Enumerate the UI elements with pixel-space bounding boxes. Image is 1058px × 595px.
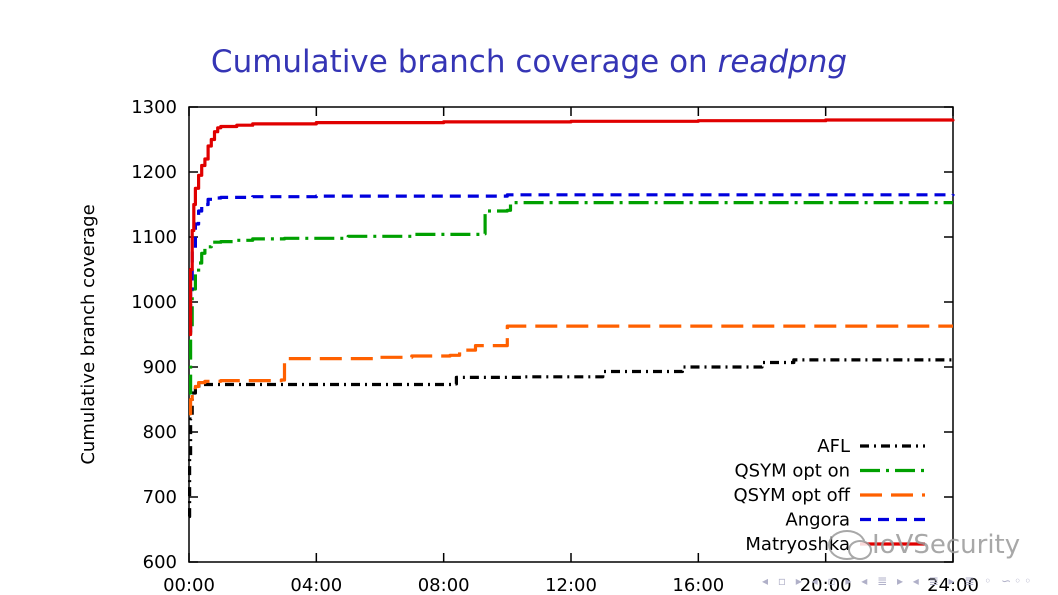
legend-label: Angora (785, 510, 850, 531)
slide-title: Cumulative branch coverage on readpng (0, 44, 1058, 80)
y-tick-label: 1200 (131, 162, 177, 183)
y-axis-label: Cumulative branch coverage (78, 204, 99, 464)
legend: AFL QSYM opt on QSYM opt off Angora Matryosh… (734, 436, 925, 555)
series-line-qsym-opt-off (189, 324, 953, 416)
y-tick-label: 1300 (131, 97, 177, 118)
watermark: IoVSecurity (828, 530, 1020, 560)
y-tick-label: 1100 (131, 227, 177, 248)
legend-label: AFL (817, 436, 850, 457)
series-line-qsym-opt-on (189, 201, 953, 395)
title-italic: readpng (717, 44, 848, 80)
series-line-angora (189, 193, 955, 333)
x-tick-label: 08:00 (418, 575, 470, 595)
x-tick-label: 00:00 (163, 575, 215, 595)
x-tick-label: 04:00 (290, 575, 342, 595)
y-tick-label: 600 (143, 552, 177, 573)
y-tick-label: 1000 (131, 292, 177, 313)
series-layer (188, 118, 955, 519)
x-axis-ticks: 00:00 04:00 08:00 12:00 16:00 20:00 24:00 (163, 107, 979, 595)
slide-navigation-controls[interactable]: ◂ ▫ ▸ ◂ ▫ ▸ ◂ ≣ ▸ ◂ ≣ ▸ ≣ ◦ ∽◦◦ (762, 574, 1035, 588)
x-tick-label: 16:00 (672, 575, 724, 595)
legend-label: QSYM opt on (735, 461, 850, 482)
y-tick-label: 700 (143, 487, 177, 508)
series-line-matryoshka (189, 118, 955, 337)
title-prefix: Cumulative branch coverage on (210, 44, 718, 80)
x-tick-label: 24:00 (927, 575, 979, 595)
x-tick-label: 20:00 (800, 575, 852, 595)
legend-label: QSYM opt off (734, 485, 851, 506)
series-line-afl (188, 358, 953, 519)
x-tick-label: 12:00 (545, 575, 597, 595)
y-axis-ticks: 600 700 800 900 1000 1100 1200 1300 (131, 97, 953, 573)
y-tick-label: 800 (143, 422, 177, 443)
y-tick-label: 900 (143, 357, 177, 378)
legend-label: Matryoshka (745, 534, 850, 555)
watermark-text: IoVSecurity (872, 530, 1021, 560)
wechat-logo-icon (828, 530, 872, 560)
